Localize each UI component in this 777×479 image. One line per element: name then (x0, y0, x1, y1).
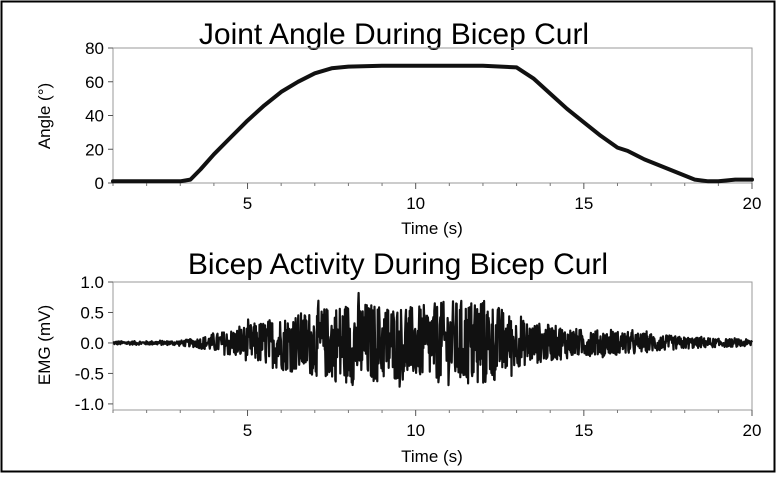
x-axis-label-emg: Time (s) (401, 447, 463, 466)
y-tick-label: 0.5 (80, 303, 104, 322)
y-tick-label: 0 (95, 174, 104, 193)
emg-chart: Bicep Activity During Bicep Curl 5 10 15 20… (35, 248, 761, 466)
joint-angle-chart: Joint Angle During Bicep Curl 5 10 15 20 0 2… (35, 18, 761, 238)
x-tick-label: 20 (743, 421, 762, 440)
x-tick-label: 5 (243, 421, 252, 440)
x-axis-label-angle: Time (s) (401, 219, 463, 238)
y-tick-label: 60 (85, 73, 104, 92)
chart-title-emg: Bicep Activity During Bicep Curl (188, 248, 608, 281)
y-tick-label: -0.5 (75, 364, 104, 383)
y-tick-label: 20 (85, 140, 104, 159)
angle-series-line (111, 63, 754, 184)
plot-area-emg (112, 281, 753, 411)
x-tick-label: 5 (243, 194, 252, 213)
x-tick-label: 10 (406, 421, 425, 440)
y-tick-label: 80 (85, 39, 104, 58)
chart-title-angle: Joint Angle During Bicep Curl (199, 18, 589, 51)
emg-series-line (112, 291, 754, 388)
y-tick-label: 0.0 (80, 334, 104, 353)
y-axis-label-angle: Angle (°) (35, 83, 54, 149)
y-tick-label: 1.0 (80, 273, 104, 292)
x-tick-label: 15 (574, 194, 593, 213)
x-tick-label: 20 (743, 194, 762, 213)
y-tick-label: -1.0 (75, 395, 104, 414)
x-tick-label: 15 (574, 421, 593, 440)
y-tick-label: 40 (85, 107, 104, 126)
y-axis-label-emg: EMG (mV) (35, 305, 54, 385)
x-tick-label: 10 (406, 194, 425, 213)
